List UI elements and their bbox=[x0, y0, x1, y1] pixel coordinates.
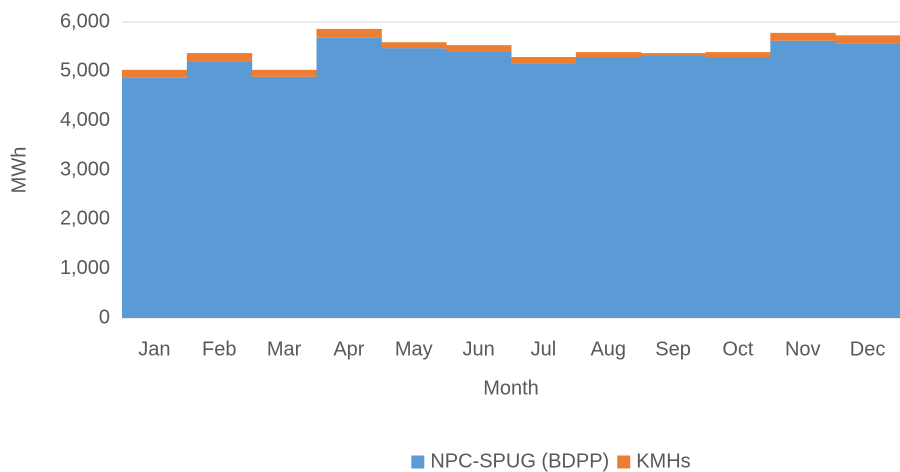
x-tick-label: Jun bbox=[462, 338, 494, 360]
bar-segment bbox=[575, 57, 642, 318]
bar-segment bbox=[381, 48, 447, 318]
x-tick-label: Jul bbox=[531, 338, 557, 360]
x-tick-label: Dec bbox=[850, 338, 886, 360]
x-tick-label: Oct bbox=[722, 338, 754, 360]
x-tick-label: Feb bbox=[202, 338, 236, 360]
legend-label: KMHs bbox=[636, 450, 690, 472]
x-tick-label: Apr bbox=[333, 338, 364, 360]
x-tick-label: Sep bbox=[655, 338, 691, 360]
bar-segment bbox=[251, 76, 317, 318]
bar-segment bbox=[770, 32, 836, 41]
bar-segment bbox=[316, 28, 382, 38]
bar-segment bbox=[186, 61, 253, 319]
bar-segment bbox=[640, 55, 706, 318]
bar-segment bbox=[381, 42, 447, 49]
legend-label: NPC-SPUG (BDPP) bbox=[430, 450, 609, 472]
x-tick-label: May bbox=[395, 338, 433, 360]
y-axis-label: MWh bbox=[8, 147, 30, 194]
x-tick-label: Aug bbox=[590, 338, 626, 360]
bar-segment bbox=[251, 69, 317, 77]
bar-segment bbox=[770, 40, 836, 318]
bar-segment bbox=[122, 69, 188, 78]
bar-segment bbox=[446, 51, 512, 319]
bar-segment bbox=[511, 57, 577, 64]
bar-segment bbox=[835, 35, 900, 44]
bar-segment bbox=[640, 53, 706, 56]
bar-segment bbox=[705, 57, 771, 318]
bar-segment bbox=[575, 52, 642, 58]
legend-swatch bbox=[617, 455, 631, 469]
bar-segment bbox=[835, 43, 900, 319]
x-tick-label: Mar bbox=[267, 338, 302, 360]
y-tick-label: 3,000 bbox=[60, 158, 110, 180]
legend-swatch bbox=[411, 455, 425, 469]
bar-segment bbox=[186, 53, 253, 62]
bar-segment bbox=[122, 77, 188, 318]
x-axis-label: Month bbox=[483, 377, 539, 399]
bar-segment bbox=[446, 45, 512, 52]
x-tick-label: Jan bbox=[138, 338, 170, 360]
y-tick-label: 1,000 bbox=[60, 257, 110, 279]
bar-segment bbox=[705, 52, 771, 58]
bar-segment bbox=[316, 37, 382, 318]
y-tick-label: 5,000 bbox=[60, 60, 110, 82]
x-tick-label: Nov bbox=[785, 338, 821, 360]
y-tick-label: 0 bbox=[99, 306, 110, 328]
bar-segment bbox=[511, 63, 577, 318]
y-tick-label: 2,000 bbox=[60, 208, 110, 230]
y-tick-label: 6,000 bbox=[60, 10, 110, 32]
y-tick-label: 4,000 bbox=[60, 109, 110, 131]
